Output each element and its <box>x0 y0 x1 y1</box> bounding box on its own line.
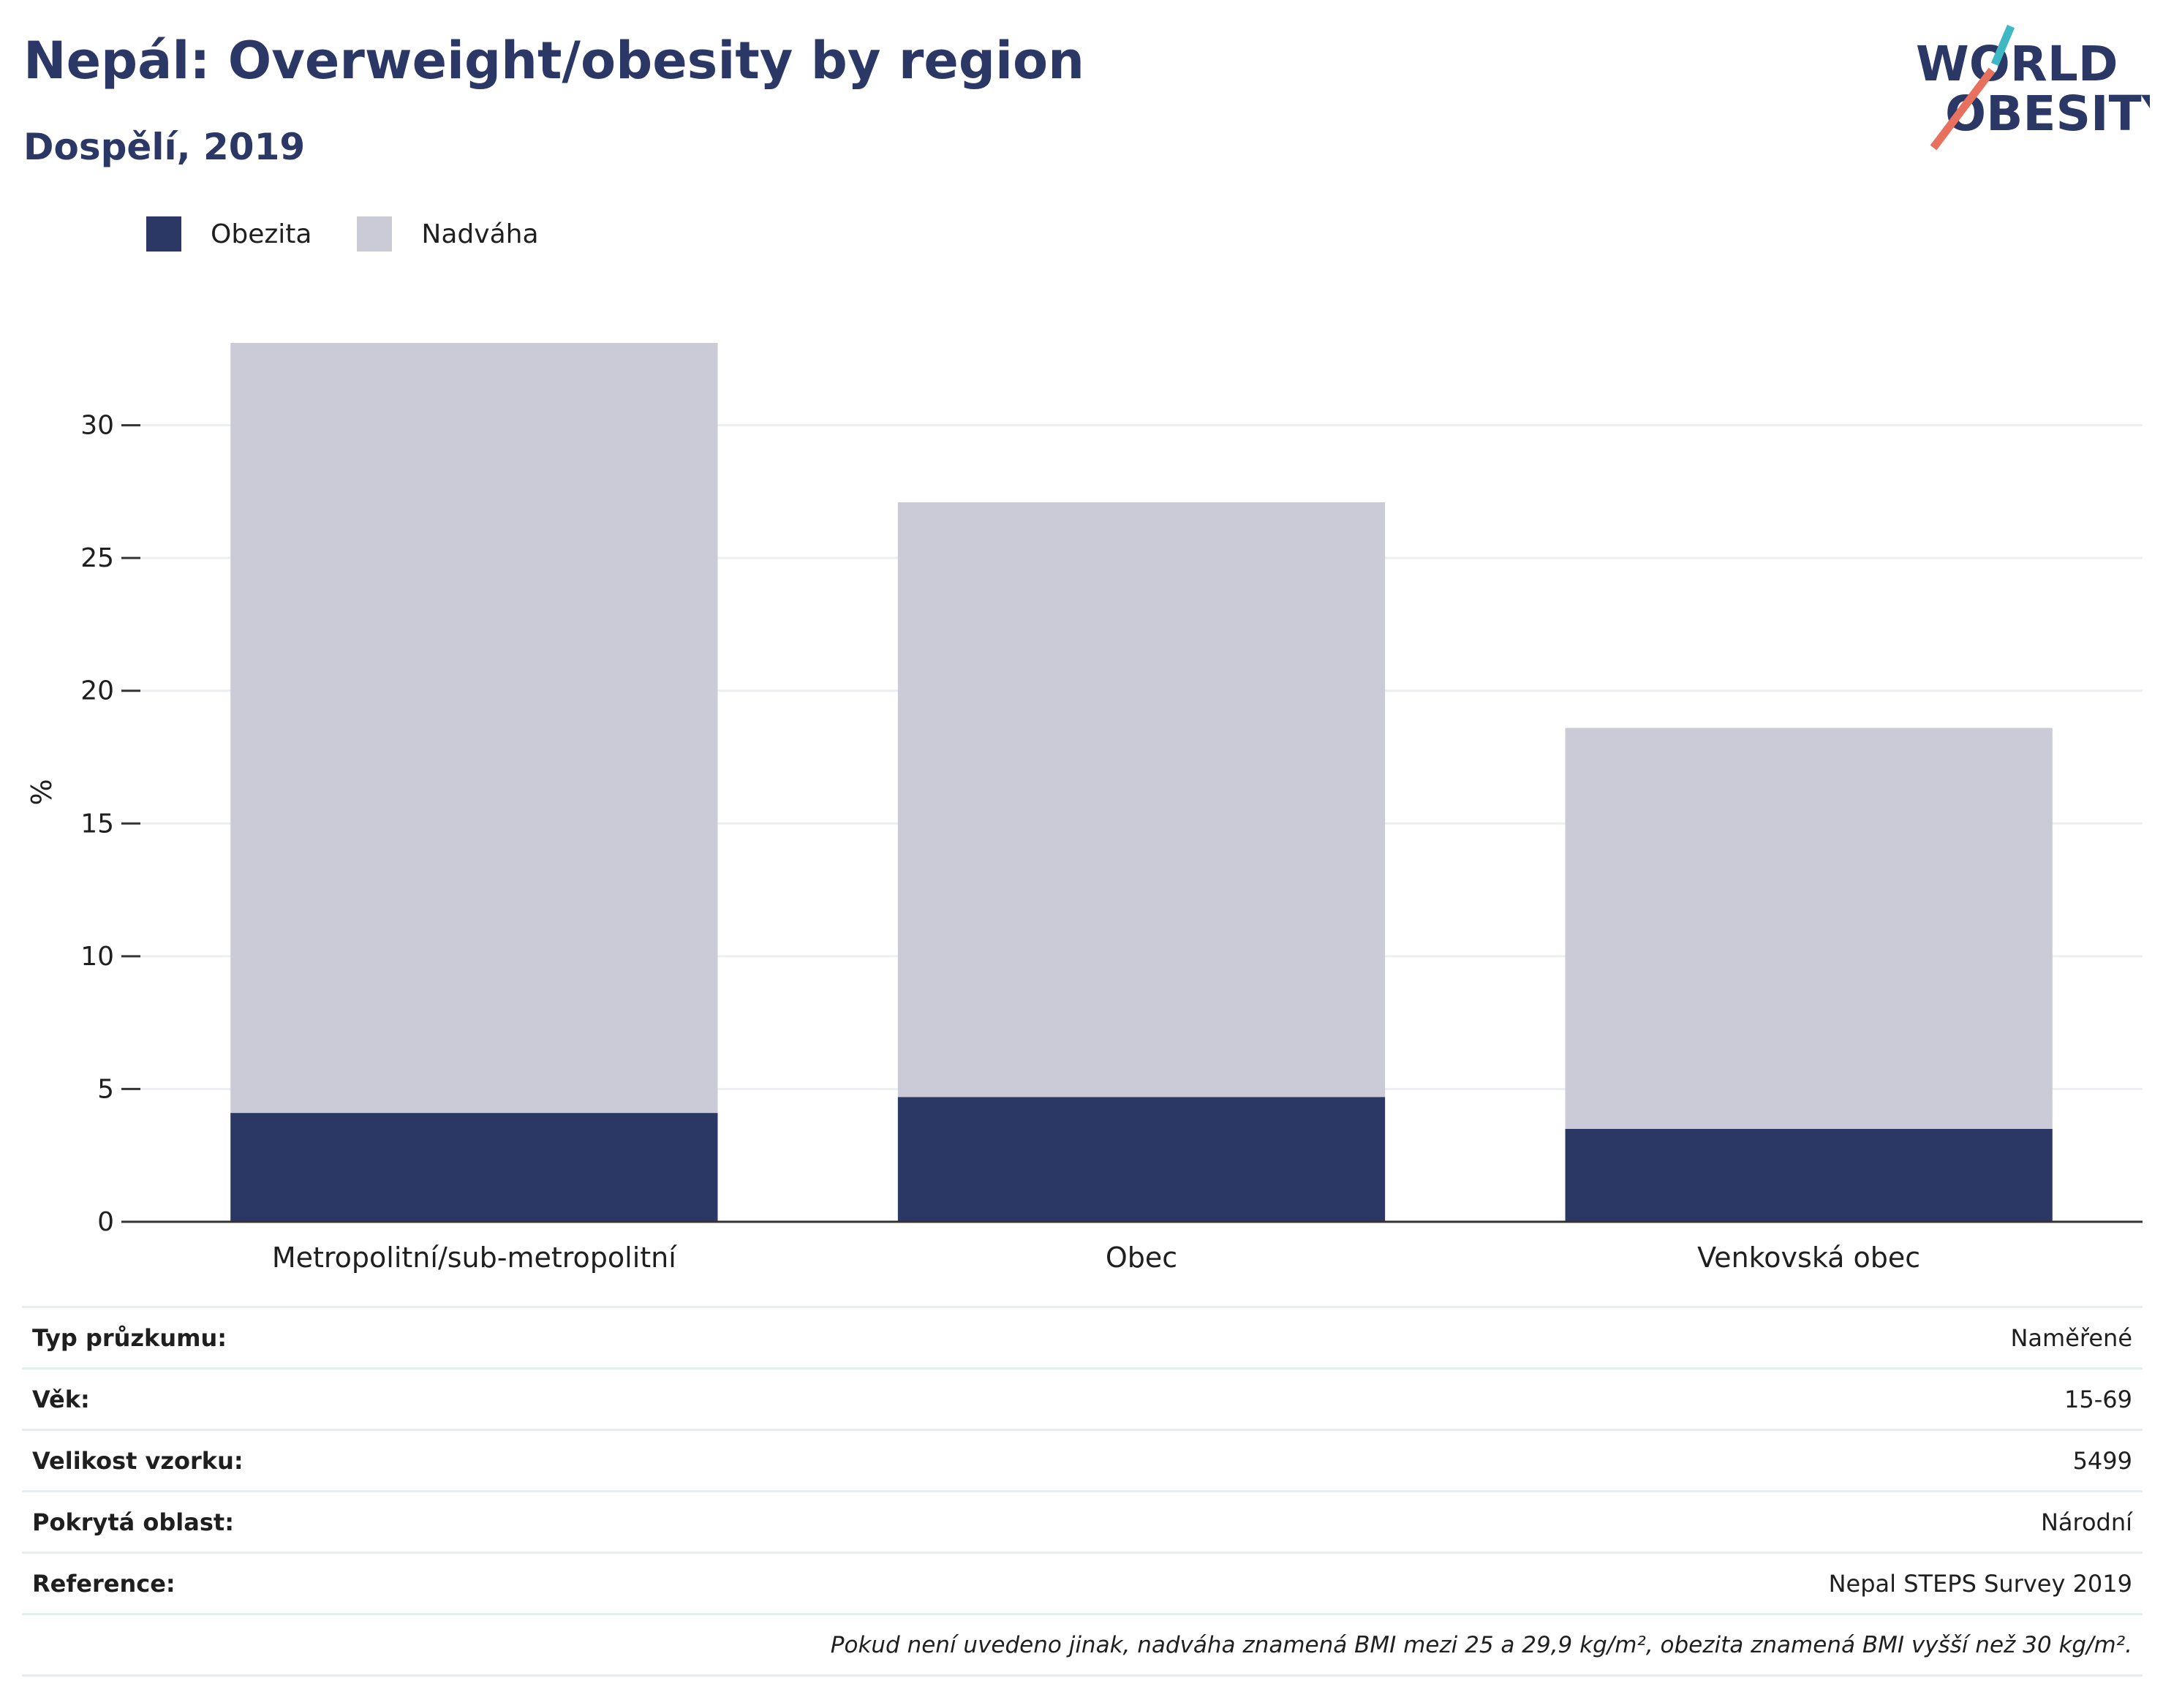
legend-item-obesity: Obezita <box>146 216 312 252</box>
info-row: Pokrytá oblast: Národní <box>22 1490 2143 1552</box>
logo-text-world: WORLD <box>1916 36 2118 92</box>
info-key: Věk: <box>32 1385 90 1413</box>
world-obesity-logo: WORLD OBESITY <box>1916 24 2150 151</box>
x-tick-label: Venkovská obec <box>1697 1242 1920 1274</box>
info-row: Typ průzkumu: Naměřené <box>22 1306 2143 1367</box>
stacked-bar-chart: 0 5 10 15 20 25 30% Metropolitní/sub-metropolit… <box>26 342 2143 1274</box>
bar-obesity-0 <box>230 1113 718 1222</box>
legend-swatch-overweight <box>357 216 393 252</box>
info-value: Národní <box>2040 1508 2132 1536</box>
survey-info-table: Typ průzkumu: Naměřené Věk: 15-69 Velikost v… <box>22 1306 2143 1677</box>
info-key: Reference: <box>32 1569 175 1598</box>
y-tick-label: 15 <box>80 809 114 839</box>
chart-legend: Obezita Nadváha <box>146 216 584 252</box>
page-title: Nepál: Overweight/obesity by region <box>23 31 1084 91</box>
bar-overweight-0 <box>230 342 718 1114</box>
bar-obesity-1 <box>897 1097 1386 1222</box>
y-axis-label: % <box>26 779 58 805</box>
info-key: Typ průzkumu: <box>32 1323 227 1352</box>
legend-label-overweight: Nadváha <box>421 219 539 249</box>
info-value: Naměřené <box>2010 1323 2132 1352</box>
info-key: Velikost vzorku: <box>32 1446 244 1475</box>
info-value: Nepal STEPS Survey 2019 <box>1828 1569 2132 1598</box>
page-subtitle: Dospělí, 2019 <box>23 126 306 168</box>
bar-overweight-2 <box>1565 728 2053 1129</box>
info-value: 5499 <box>2072 1446 2132 1475</box>
info-row: Reference: Nepal STEPS Survey 2019 <box>22 1552 2143 1613</box>
legend-swatch-obesity <box>146 216 181 252</box>
logo-slash-teal <box>1990 24 2015 67</box>
x-tick-label: Metropolitní/sub-metropolitní <box>272 1242 677 1274</box>
y-tick-label: 20 <box>80 676 114 706</box>
info-row: Věk: 15-69 <box>22 1367 2143 1429</box>
x-tick-label: Obec <box>1106 1242 1177 1274</box>
info-key: Pokrytá oblast: <box>32 1508 234 1536</box>
legend-item-overweight: Nadváha <box>357 216 539 252</box>
bar-overweight-1 <box>897 502 1386 1097</box>
y-tick-label: 25 <box>80 543 114 573</box>
y-tick-label: 0 <box>97 1207 114 1237</box>
legend-label-obesity: Obezita <box>211 219 312 249</box>
bar-obesity-2 <box>1565 1128 2053 1222</box>
info-value: 15-69 <box>2064 1385 2132 1413</box>
info-row: Velikost vzorku: 5499 <box>22 1429 2143 1490</box>
y-tick-label: 10 <box>80 942 114 972</box>
y-tick-label: 30 <box>80 411 114 441</box>
footnote: Pokud není uvedeno jinak, nadváha znamen… <box>22 1613 2143 1677</box>
logo-text-obesity: OBESITY <box>1945 86 2150 142</box>
logo-slash-coral <box>1930 67 1996 151</box>
y-tick-label: 5 <box>97 1074 114 1104</box>
